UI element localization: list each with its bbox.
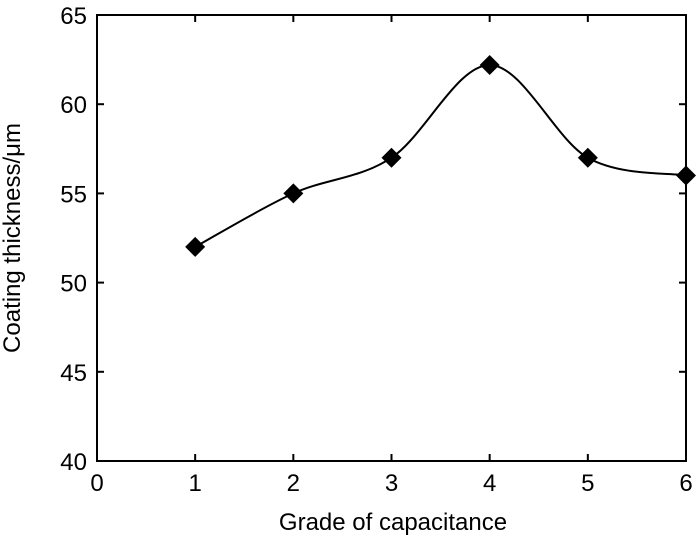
- data-point-diamond: [185, 236, 206, 257]
- plot-frame: [96, 14, 687, 462]
- data-point-diamond: [283, 183, 304, 204]
- y-tick-label: 65: [60, 3, 87, 30]
- y-tick-label: 40: [60, 449, 87, 476]
- x-tick-label: 2: [287, 470, 300, 497]
- data-point-diamond: [479, 54, 500, 75]
- axes: [96, 14, 687, 462]
- series-line: [194, 63, 687, 248]
- data-point-diamond: [381, 147, 402, 168]
- series: [194, 63, 687, 248]
- x-tick-label: 3: [385, 470, 398, 497]
- y-axis-title: Coating thickness/μm: [0, 123, 26, 353]
- x-tick-label: 4: [483, 470, 496, 497]
- x-tick-label: 0: [90, 470, 103, 497]
- y-tick-label: 45: [60, 360, 87, 387]
- markers: [185, 54, 696, 257]
- data-point-diamond: [577, 147, 598, 168]
- y-tick-label: 50: [60, 271, 87, 298]
- y-tick-label: 60: [60, 92, 87, 119]
- data-point-diamond: [676, 165, 696, 186]
- x-tick-label: 5: [581, 470, 594, 497]
- x-tick-label: 1: [188, 470, 201, 497]
- x-axis-title: Grade of capacitance: [279, 509, 507, 536]
- x-tick-label: 6: [679, 470, 692, 497]
- y-tick-label: 55: [60, 181, 87, 208]
